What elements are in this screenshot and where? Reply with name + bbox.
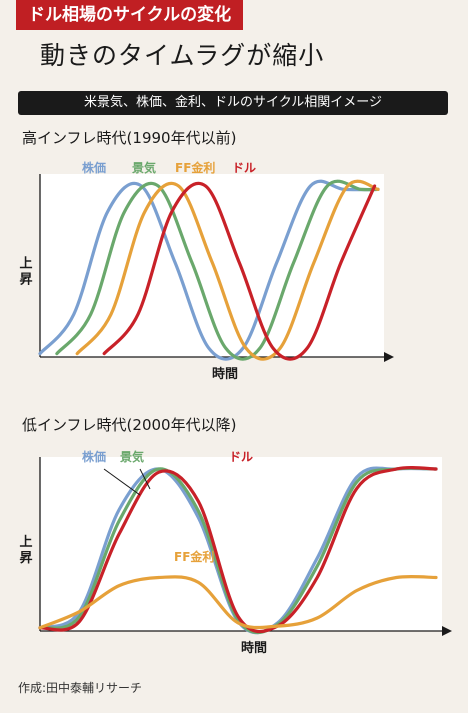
- banner-title: ドル相場のサイクルの変化: [16, 0, 244, 30]
- plot-area: [40, 457, 442, 631]
- label-leader-line: [103, 468, 141, 496]
- subtitle-bar: 米景気、株価、金利、ドルのサイクル相関イメージ: [18, 91, 448, 115]
- series-label: 景気: [120, 449, 144, 464]
- x-axis-label: 時間: [241, 640, 267, 656]
- y-axis-label-char: 昇: [19, 273, 32, 288]
- series-label: FF金利: [175, 160, 215, 175]
- chart1-title: 高インフレ時代(1990年代以前): [22, 129, 237, 147]
- label-leader-line: [139, 468, 151, 490]
- series-label: 株価: [82, 160, 106, 175]
- y-axis-label-char: 上: [19, 257, 32, 272]
- chart2-title: 低インフレ時代(2000年代以降): [22, 416, 237, 434]
- y-axis-label-char: 上: [19, 535, 32, 550]
- series-line: [102, 181, 377, 361]
- headline: 動きのタイムラグが縮小: [40, 41, 325, 70]
- x-axis-arrow: [384, 352, 394, 362]
- y-axis-label-char: 昇: [19, 551, 32, 566]
- x-axis-label: 時間: [212, 366, 238, 380]
- series-label: ドル: [229, 450, 253, 464]
- series-line: [55, 179, 380, 361]
- series-line: [38, 574, 438, 630]
- series-line: [75, 179, 380, 361]
- x-axis-arrow: [442, 626, 452, 636]
- series-label: FF金利: [174, 549, 214, 564]
- series-label: 株価: [82, 449, 106, 464]
- series-line: [38, 465, 438, 634]
- series-line: [38, 179, 380, 361]
- source-note: 作成:田中泰輔リサーチ: [18, 681, 143, 695]
- series-label: 景気: [132, 160, 156, 175]
- series-label: ドル: [232, 161, 256, 175]
